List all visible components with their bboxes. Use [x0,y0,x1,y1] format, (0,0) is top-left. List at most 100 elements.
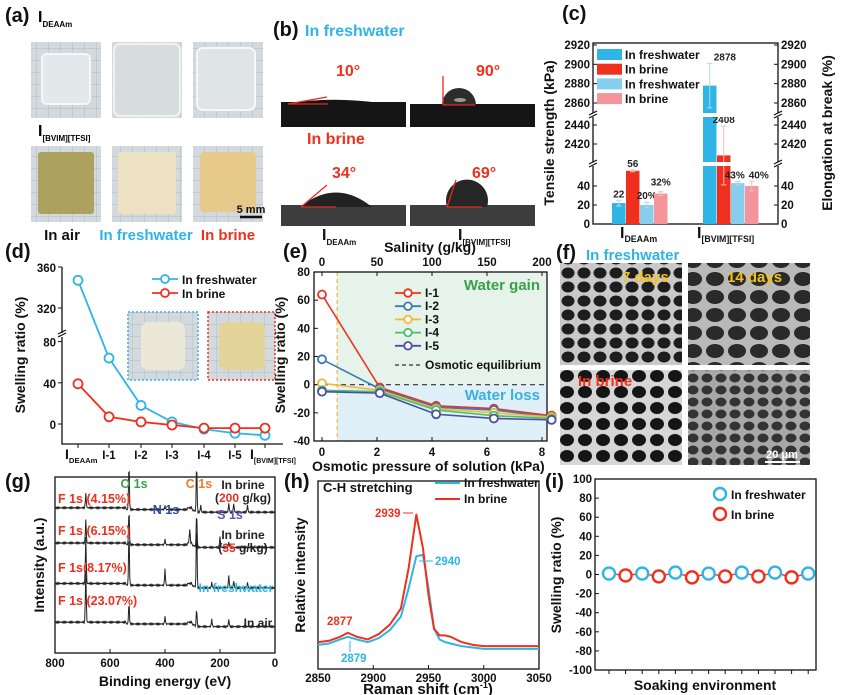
panel-label-f: (f) [556,242,576,264]
gel-sample [38,152,94,214]
material-main: I [620,225,624,242]
data-label: 20% [637,191,657,202]
x-tick-label: 6 [484,447,490,459]
brine-heading-f: In brine [578,373,632,390]
droplet-image-deaam-brine [281,205,406,226]
legend-marker [403,288,413,298]
f1s-label: F 1s(8.17%) [58,561,127,575]
data-point-brine [229,422,241,434]
y-tick-label: 2920 [564,40,590,52]
f1s-label: F 1s (6.15%) [58,524,130,538]
y2-tick-label: 0 [781,219,787,231]
data-point-brine [684,570,700,585]
salinity-part: ( [215,491,219,505]
x-tick-label: I-1 [102,450,116,462]
condition-label: In air [244,616,273,630]
legend-label: I-1 [425,286,439,300]
angle-line [287,96,328,105]
data-point-brine [135,416,147,428]
legend-marker [712,506,728,522]
y-tick-label: -60 [575,627,592,639]
material-subscript: DEAAm [624,234,657,244]
material-subscript: [BVIM][TFSI] [254,458,296,465]
plot-frame-h [317,480,540,670]
data-point-brine [72,378,84,390]
x-axis-title: Soaking environment [634,677,777,693]
legend-label: I-5 [425,339,439,353]
data-point-brine [259,422,271,434]
raman-line-brine [317,513,539,648]
material-main: I [250,446,254,462]
condition-label: In brine [221,478,265,492]
data-point-freshwater [635,566,650,581]
data-point-freshwater [103,352,115,364]
y-tick-label: -20 [293,408,310,420]
y-tick-label: 80 [43,338,56,350]
x-tick-label: I-5 [228,450,242,462]
x2-axis-title: Salinity (g/kg) [384,239,476,255]
legend-marker [160,274,170,284]
bar-in-brine-left [626,170,640,224]
droplet [284,99,390,104]
panel-label-a: (a) [5,5,29,27]
legend-label: In brine [625,92,669,106]
error-bar [616,199,622,207]
y2-tick-label: 2880 [781,79,807,91]
error-bar [630,169,636,173]
bar-in-freshwater-right [731,183,745,224]
gel-sample [219,322,265,370]
axis-break-gap [590,162,781,166]
gel-sample [113,43,181,117]
condition-label-brine: In brine [201,227,255,244]
legend-swatch [597,93,622,105]
material-label-bvim: I[BVIM][TFSI] [38,123,91,143]
plot-frame-c [592,42,779,225]
legend-marker [403,301,413,311]
data-point-I-5 [546,414,557,425]
legend-label: In freshwater [731,488,806,502]
peak-label: S 1s [217,508,243,522]
water-gain-label: Water gain [464,277,540,294]
legend-marker [712,486,728,502]
droplet [442,88,476,105]
x-tick-label: IDEAAm [65,446,98,465]
y-tick-label: 60 [579,512,592,524]
legend-marker [403,327,413,338]
scale-bar-label: 20 μm [766,449,798,461]
panel-label-d: (d) [5,241,31,263]
legend-label: I-4 [425,326,439,340]
gel-sample [118,152,176,214]
gel-sample [41,53,91,105]
xps-spectrum-0 [54,470,276,515]
data-point-freshwater [801,566,816,581]
x-tick-label: 400 [155,658,174,670]
x-tick-label: 8 [539,447,546,459]
chart-title: C-H stretching [323,480,413,495]
data-label: 43% [725,170,745,181]
data-point-brine [718,569,733,584]
error-bar [707,62,713,109]
x-tick-label: I-2 [134,450,147,462]
brine-heading: In brine [307,131,365,148]
condition-label-freshwater: In freshwater [99,227,193,244]
material-main: I [697,225,701,242]
legend-marker [403,341,413,351]
y-axis-title: Relative intensity [292,517,308,632]
y2-tick-label: 2420 [781,139,807,151]
bar-break-gap [700,162,760,166]
data-point-freshwater [734,565,749,580]
droplet-image-bvim-brine [410,205,535,226]
data-point-brine [166,419,178,431]
error-bar [644,201,650,209]
y-tick-label: 0 [586,570,592,582]
x-axis-title: Raman shift (cm-1) [363,680,493,695]
y-tick-label: -40 [293,436,310,448]
f1s-label: F 1s (23.07%) [58,594,137,608]
axis-break-marker [588,159,598,168]
condition-label-air: In air [44,227,80,244]
category-label-bvim: I[BVIM][TFSI] [697,225,754,244]
freshwater-heading: In freshwater [305,23,405,40]
panel-label-c: (c) [562,3,586,25]
x-tick-label: I[BVIM][TFSI] [250,446,296,465]
